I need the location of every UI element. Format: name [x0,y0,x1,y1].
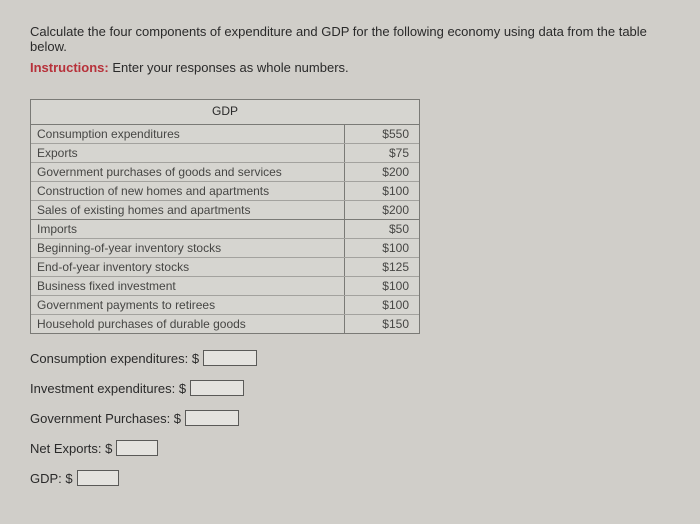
table-row: Business fixed investment$100 [31,277,419,296]
table-row: Imports$50 [31,220,419,239]
answer-gdp: GDP: $ [30,470,670,486]
table-row: End-of-year inventory stocks$125 [31,258,419,277]
row-value: $100 [345,277,419,295]
label-investment: Investment expenditures: $ [30,381,186,396]
row-label: Government payments to retirees [31,296,345,314]
table-row: Consumption expenditures$550 [31,125,419,144]
input-gdp[interactable] [77,470,119,486]
row-value: $200 [345,163,419,181]
row-value: $100 [345,182,419,200]
table-row: Government payments to retirees$100 [31,296,419,315]
row-label: Exports [31,144,345,162]
table-row: Exports$75 [31,144,419,163]
answer-investment: Investment expenditures: $ [30,380,670,396]
input-government[interactable] [185,410,239,426]
question-prompt: Calculate the four components of expendi… [30,24,670,54]
table-title: GDP [31,100,419,125]
row-label: Beginning-of-year inventory stocks [31,239,345,257]
answer-consumption: Consumption expenditures: $ [30,350,670,366]
gdp-table: GDP Consumption expenditures$550Exports$… [30,99,420,334]
label-consumption: Consumption expenditures: $ [30,351,199,366]
table-row: Household purchases of durable goods$150 [31,315,419,333]
answer-government: Government Purchases: $ [30,410,670,426]
instructions-text: Enter your responses as whole numbers. [109,60,349,75]
instructions-line: Instructions: Enter your responses as wh… [30,60,670,75]
input-consumption[interactable] [203,350,257,366]
label-government: Government Purchases: $ [30,411,181,426]
row-value: $50 [345,220,419,238]
row-label: End-of-year inventory stocks [31,258,345,276]
row-value: $550 [345,125,419,143]
row-label: Construction of new homes and apartments [31,182,345,200]
instructions-label: Instructions: [30,60,109,75]
label-netexports: Net Exports: $ [30,441,112,456]
row-value: $75 [345,144,419,162]
table-row: Construction of new homes and apartments… [31,182,419,201]
answer-netexports: Net Exports: $ [30,440,670,456]
row-label: Business fixed investment [31,277,345,295]
row-value: $150 [345,315,419,333]
table-row: Beginning-of-year inventory stocks$100 [31,239,419,258]
row-value: $100 [345,296,419,314]
row-value: $100 [345,239,419,257]
answers-section: Consumption expenditures: $ Investment e… [30,350,670,486]
row-label: Imports [31,220,345,238]
input-investment[interactable] [190,380,244,396]
row-label: Government purchases of goods and servic… [31,163,345,181]
row-label: Household purchases of durable goods [31,315,345,333]
row-value: $125 [345,258,419,276]
label-gdp: GDP: $ [30,471,73,486]
row-label: Consumption expenditures [31,125,345,143]
row-value: $200 [345,201,419,219]
row-label: Sales of existing homes and apartments [31,201,345,219]
input-netexports[interactable] [116,440,158,456]
table-row: Sales of existing homes and apartments$2… [31,201,419,220]
table-row: Government purchases of goods and servic… [31,163,419,182]
